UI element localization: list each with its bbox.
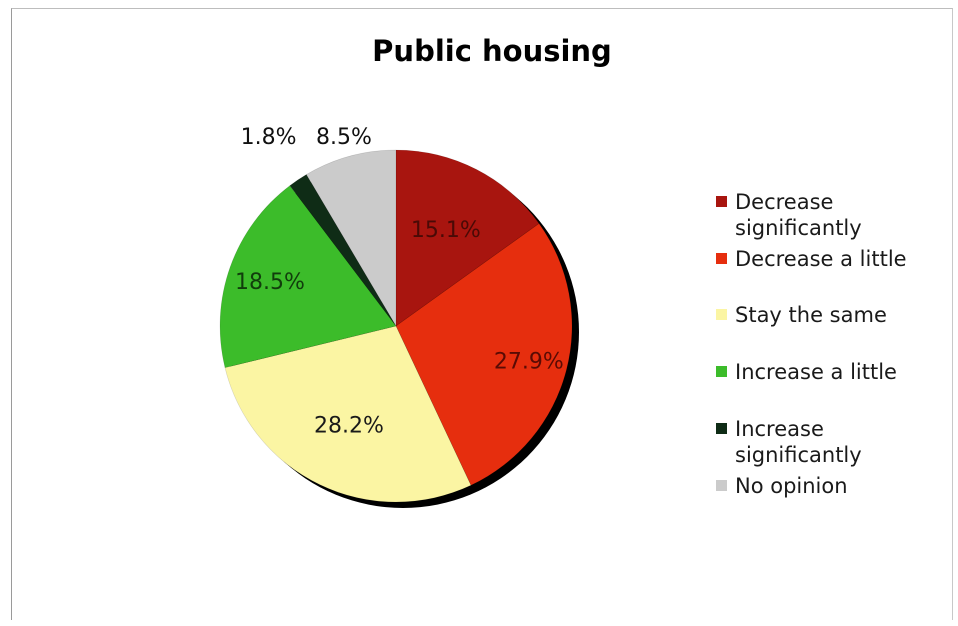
- data-label-3: 28.2%: [314, 413, 384, 438]
- pie-slices: [219, 149, 573, 503]
- legend-label: Decrease a little: [735, 247, 907, 271]
- legend-swatch: [716, 423, 727, 434]
- legend-label: Stay the same: [735, 303, 887, 327]
- legend-swatch: [716, 309, 727, 320]
- legend-swatch: [716, 366, 727, 377]
- pie-slice-2: [395, 223, 573, 486]
- pie-slice-3: [224, 325, 472, 503]
- pie-slice-6: [305, 149, 397, 328]
- data-label-2: 27.9%: [494, 350, 564, 375]
- legend-label: Increase significantly: [735, 417, 862, 467]
- legend-label: Decrease significantly: [735, 190, 862, 240]
- data-label-5: 1.8%: [241, 125, 297, 150]
- legend-swatch: [716, 480, 727, 491]
- chart-title: Public housing: [372, 34, 612, 68]
- legend-label: Increase a little: [735, 360, 897, 384]
- data-label-6: 8.5%: [316, 125, 372, 150]
- legend-label: No opinion: [735, 474, 848, 498]
- data-label-4: 18.5%: [235, 270, 305, 295]
- pie-slice-5: [289, 174, 397, 327]
- pie-slice-1: [395, 149, 540, 327]
- data-label-1: 15.1%: [411, 218, 481, 243]
- pie-data-labels: 15.1% 27.9% 28.2% 18.5% 1.8% 8.5%: [235, 125, 564, 439]
- legend-swatch: [716, 196, 727, 207]
- pie-slice-4: [219, 185, 397, 368]
- legend-swatch: [716, 253, 727, 264]
